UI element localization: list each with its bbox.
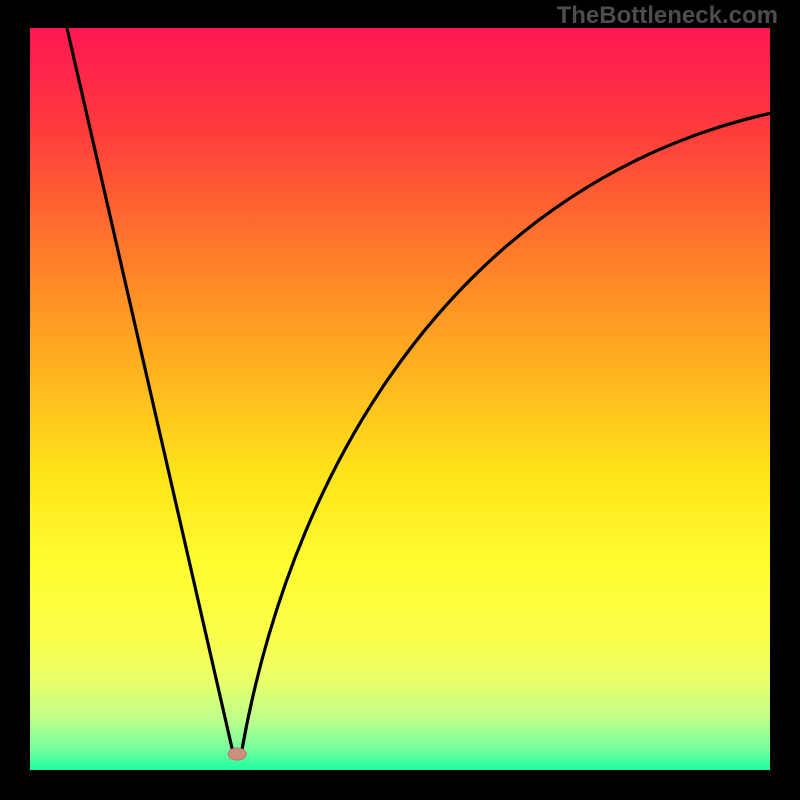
frame-right xyxy=(770,0,800,800)
heat-gradient xyxy=(30,28,770,770)
watermark-text: TheBottleneck.com xyxy=(557,2,778,30)
frame-left xyxy=(0,0,30,800)
frame-bottom xyxy=(0,770,800,800)
plot-area xyxy=(30,28,770,770)
chart-container: TheBottleneck.com xyxy=(0,0,800,800)
